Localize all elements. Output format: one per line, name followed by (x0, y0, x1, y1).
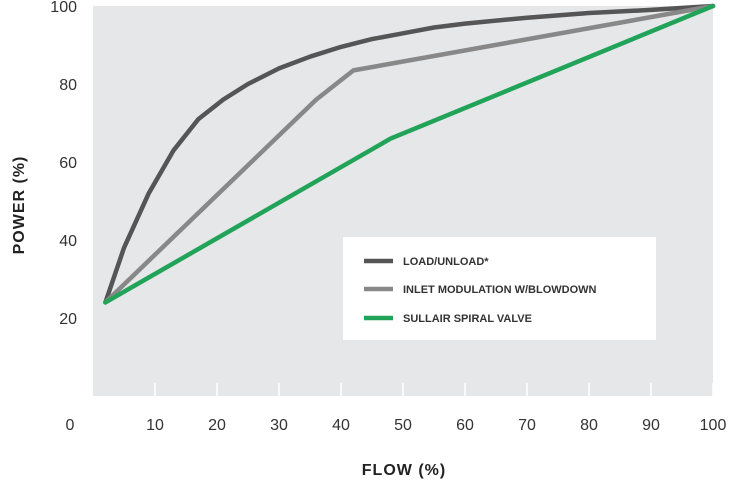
x-tick-label: 50 (394, 417, 412, 434)
y-axis-title: POWER (%) (11, 156, 28, 255)
x-tick-label: 80 (580, 417, 598, 434)
y-tick-label: 100 (50, 0, 77, 16)
y-tick-label: 80 (59, 77, 77, 94)
x-tick-label: 0 (66, 417, 75, 434)
x-tick-label: 20 (208, 417, 226, 434)
x-axis-title: FLOW (%) (362, 462, 446, 479)
y-tick-label: 20 (59, 311, 77, 328)
series-lines (103, 3, 716, 305)
legend-label-load-unload: LOAD/UNLOAD* (403, 256, 489, 268)
x-tick-label: 40 (332, 417, 350, 434)
x-tick-marks (154, 383, 714, 396)
x-tick-label: 60 (456, 417, 474, 434)
legend-label-spiral-valve: SULLAIR SPIRAL VALVE (403, 313, 532, 325)
y-tick-labels: 20 40 60 80 100 (50, 0, 77, 328)
legend-box (343, 237, 656, 340)
legend: LOAD/UNLOAD* INLET MODULATION W/BLOWDOWN… (343, 237, 656, 340)
y-tick-label: 40 (59, 233, 77, 250)
x-tick-label: 70 (518, 417, 536, 434)
x-tick-label: 90 (642, 417, 660, 434)
series-line-inlet-modulation (103, 3, 716, 305)
legend-label-inlet-modulation: INLET MODULATION W/BLOWDOWN (403, 284, 597, 296)
series-line-spiral-valve (103, 3, 716, 305)
x-tick-label: 100 (700, 417, 727, 434)
series-line-load-unload (103, 3, 716, 305)
x-tick-labels: 0 10 20 30 40 50 60 70 80 90 100 (66, 417, 727, 434)
x-tick-label: 10 (146, 417, 164, 434)
y-tick-label: 60 (59, 155, 77, 172)
x-tick-label: 30 (270, 417, 288, 434)
